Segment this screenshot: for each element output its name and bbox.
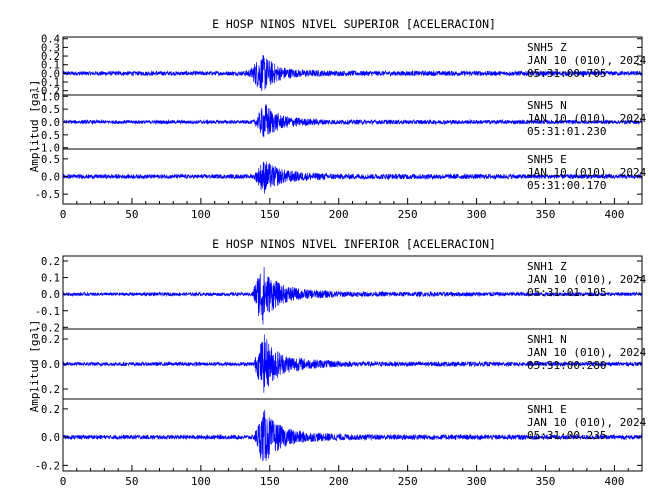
- x-tick-label: 150: [260, 475, 280, 488]
- x-tick-label: 0: [60, 475, 67, 488]
- date-label: JAN 10 (010), 2024: [527, 112, 647, 125]
- x-tick-label: 250: [398, 475, 418, 488]
- x-tick-label: 150: [260, 208, 280, 221]
- time-label: 05:31:01.105: [527, 286, 606, 299]
- y-tick-label: 0.2: [41, 334, 60, 346]
- y-tick-label: 0.0: [41, 172, 60, 184]
- station-label: SNH1 N: [527, 333, 567, 346]
- y-tick-label: 1.0: [41, 91, 60, 103]
- y-tick-label: -0.5: [35, 189, 60, 201]
- y-tick-label: -1.0: [35, 143, 60, 155]
- x-tick-label: 0: [60, 208, 67, 221]
- time-label: 05:31:00.280: [527, 359, 606, 372]
- y-tick-label: -0.1: [35, 77, 60, 89]
- y-tick-label: -0.2: [35, 86, 60, 98]
- y-tick-label: 0.5: [41, 104, 60, 116]
- y-tick-label: -0.1: [35, 306, 60, 318]
- x-tick-label: 50: [125, 208, 138, 221]
- chart-title: E HOSP NINOS NIVEL SUPERIOR [ACELERACION…: [212, 17, 496, 31]
- date-label: JAN 10 (010), 2024: [527, 416, 647, 429]
- y-tick-label: 0.0: [41, 432, 60, 444]
- y-tick-label: -0.2: [35, 322, 60, 334]
- y-tick-label: 0.1: [41, 60, 60, 72]
- date-label: JAN 10 (010), 2024: [527, 54, 647, 67]
- x-tick-label: 200: [329, 208, 349, 221]
- time-label: 05:31:01.230: [527, 125, 606, 138]
- station-label: SNH1 E: [527, 403, 567, 416]
- waveform-line: [62, 266, 643, 325]
- chart-title: E HOSP NINOS NIVEL INFERIOR [ACELERACION…: [212, 237, 496, 251]
- y-tick-label: 0.0: [41, 289, 60, 301]
- y-tick-label: 0.5: [41, 154, 60, 166]
- station-label: SNH5 N: [527, 99, 567, 112]
- x-axis: 0 50 100 150 200 250 300 350 400: [60, 198, 629, 221]
- time-label: 05:31:00.170: [527, 179, 606, 192]
- y-tick-label: 0.0: [41, 68, 60, 80]
- time-label: 05:31:00.235: [527, 429, 606, 442]
- x-tick-label: 350: [536, 208, 556, 221]
- y-tick-label: 0.0: [41, 117, 60, 129]
- waveform-line: [62, 161, 643, 194]
- x-tick-label: 50: [125, 475, 138, 488]
- chart-superior: E HOSP NINOS NIVEL SUPERIOR [ACELERACION…: [28, 17, 647, 221]
- y-tick-label: -0.2: [35, 384, 60, 396]
- y-tick-label: 0.0: [41, 359, 60, 371]
- x-tick-label: 300: [467, 475, 487, 488]
- y-tick-label: 0.2: [41, 51, 60, 63]
- station-label: SNH5 E: [527, 153, 567, 166]
- waveform-line: [62, 334, 643, 393]
- y-tick-label: -0.5: [35, 130, 60, 142]
- x-tick-label: 100: [191, 208, 211, 221]
- x-tick-label: 200: [329, 475, 349, 488]
- y-tick-label: -0.2: [35, 460, 60, 472]
- y-tick-label: 0.3: [41, 42, 60, 54]
- y-tick-label: 0.4: [41, 34, 60, 46]
- x-tick-label: 100: [191, 475, 211, 488]
- chart-inferior: E HOSP NINOS NIVEL INFERIOR [ACELERACION…: [28, 237, 647, 488]
- x-tick-label: 300: [467, 208, 487, 221]
- y-tick-label: 0.1: [41, 273, 60, 285]
- y-tick-label: 0.2: [41, 404, 60, 416]
- x-tick-label: 350: [536, 475, 556, 488]
- station-label: SNH1 Z: [527, 260, 567, 273]
- x-axis: 0 50 100 150 200 250 300 350 400: [60, 465, 629, 488]
- date-label: JAN 10 (010), 2024: [527, 273, 647, 286]
- waveform-line: [62, 54, 643, 91]
- station-label: SNH5 Z: [527, 41, 567, 54]
- date-label: JAN 10 (010), 2024: [527, 166, 647, 179]
- time-label: 05:31:00.705: [527, 67, 606, 80]
- date-label: JAN 10 (010), 2024: [527, 346, 647, 359]
- x-tick-label: 400: [604, 475, 624, 488]
- y-axis-label: Amplitud [gal]: [28, 320, 41, 413]
- y-axis-label: Amplitud [gal]: [28, 80, 41, 173]
- y-tick-label: 0.2: [41, 256, 60, 268]
- x-tick-label: 250: [398, 208, 418, 221]
- waveform-line: [62, 104, 643, 138]
- x-tick-label: 400: [604, 208, 624, 221]
- waveform-line: [62, 409, 643, 462]
